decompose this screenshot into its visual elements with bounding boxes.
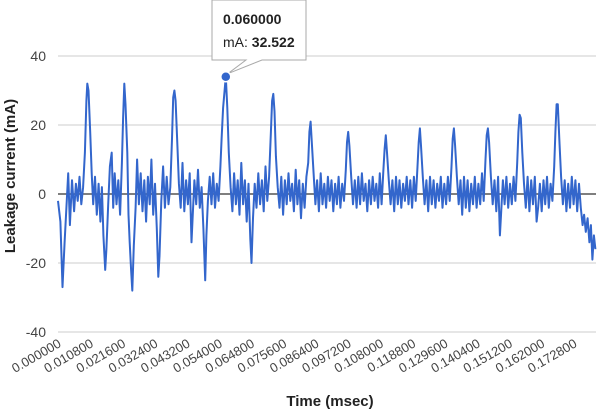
- y-axis-title: Leakage current (mA): [2, 99, 19, 253]
- y-tick-label: 40: [30, 48, 46, 64]
- tooltip: 0.060000 mA: 32.522: [211, 0, 307, 83]
- tooltip-series-label: mA:: [223, 34, 252, 50]
- y-tick-label: -20: [26, 255, 46, 271]
- y-tick-label: -40: [26, 324, 46, 340]
- y-tick-label: 20: [30, 117, 46, 133]
- tooltip-x-value: 0.060000: [223, 11, 282, 27]
- y-tick-label: 0: [38, 186, 46, 202]
- gridlines: [58, 55, 596, 333]
- y-axis-ticks: 40 20 0 -20 -40: [26, 48, 46, 340]
- x-axis-ticks: 0.0000000.0108000.0216000.0324000.043200…: [9, 336, 579, 376]
- series-line-mA: [57, 75, 597, 292]
- tooltip-series-row: mA: 32.522: [223, 34, 295, 50]
- tooltip-y-value: 32.522: [252, 34, 295, 50]
- tooltip-box: [211, 0, 307, 75]
- highlighted-point[interactable]: [220, 70, 232, 83]
- x-axis-title: Time (msec): [286, 393, 373, 410]
- series-layer: [57, 75, 597, 292]
